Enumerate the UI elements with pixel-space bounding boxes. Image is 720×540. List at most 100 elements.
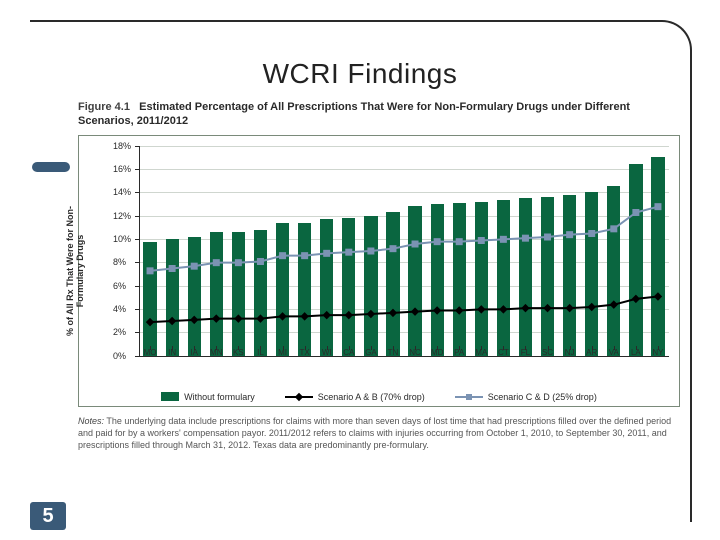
series-marker-diamond bbox=[543, 304, 551, 312]
series-marker-square bbox=[610, 225, 617, 232]
legend-label-a: Scenario A & B (70% drop) bbox=[318, 392, 425, 402]
series-line bbox=[150, 206, 658, 270]
series-marker-square bbox=[566, 231, 573, 238]
series-marker-diamond bbox=[610, 300, 618, 308]
x-tick-mark bbox=[349, 346, 350, 350]
series-marker-square bbox=[213, 259, 220, 266]
series-marker-diamond bbox=[168, 316, 176, 324]
chart-box: % of All Rx That Were for Non-Formulary … bbox=[78, 135, 680, 407]
series-marker-diamond bbox=[146, 318, 154, 326]
line-layer bbox=[139, 146, 669, 356]
y-axis-label: % of All Rx That Were for Non-Formulary … bbox=[65, 181, 85, 361]
y-tick-label: 10% bbox=[113, 234, 131, 244]
series-marker-square bbox=[434, 238, 441, 245]
series-marker-square bbox=[500, 235, 507, 242]
x-tick-mark bbox=[327, 346, 328, 350]
series-marker-diamond bbox=[345, 311, 353, 319]
y-tick-label: 4% bbox=[113, 304, 126, 314]
x-tick-mark bbox=[216, 346, 217, 350]
y-tick-label: 16% bbox=[113, 164, 131, 174]
x-tick-mark bbox=[260, 346, 261, 350]
notes-text: The underlying data include prescription… bbox=[78, 416, 671, 450]
series-marker-diamond bbox=[499, 305, 507, 313]
bullet-accent bbox=[32, 162, 70, 172]
legend-label-c: Scenario C & D (25% drop) bbox=[488, 392, 597, 402]
y-tick-label: 12% bbox=[113, 211, 131, 221]
legend-label-without: Without formulary bbox=[184, 392, 255, 402]
series-marker-square bbox=[345, 248, 352, 255]
y-tick-label: 6% bbox=[113, 281, 126, 291]
series-marker-diamond bbox=[433, 306, 441, 314]
series-marker-square bbox=[588, 230, 595, 237]
series-marker-diamond bbox=[389, 308, 397, 316]
figure-notes: Notes: The underlying data include presc… bbox=[78, 415, 678, 451]
legend-item-without: Without formulary bbox=[161, 392, 255, 402]
series-marker-diamond bbox=[587, 302, 595, 310]
series-marker-square bbox=[412, 240, 419, 247]
series-marker-diamond bbox=[477, 305, 485, 313]
y-tick-label: 14% bbox=[113, 187, 131, 197]
x-tick-mark bbox=[172, 346, 173, 350]
series-marker-square bbox=[654, 203, 661, 210]
y-tick-label: 8% bbox=[113, 257, 126, 267]
series-marker-diamond bbox=[565, 304, 573, 312]
series-marker-square bbox=[367, 247, 374, 254]
legend-line-c-icon bbox=[455, 392, 483, 402]
series-marker-square bbox=[147, 267, 154, 274]
figure-label: Figure 4.1 bbox=[78, 101, 130, 113]
series-marker-square bbox=[632, 209, 639, 216]
series-marker-square bbox=[389, 245, 396, 252]
series-marker-square bbox=[169, 265, 176, 272]
x-tick-mark bbox=[481, 346, 482, 350]
y-tick-label: 18% bbox=[113, 141, 131, 151]
x-tick-mark bbox=[525, 346, 526, 350]
figure-title: Estimated Percentage of All Prescription… bbox=[78, 101, 630, 127]
x-tick-mark bbox=[305, 346, 306, 350]
series-marker-diamond bbox=[256, 314, 264, 322]
series-marker-diamond bbox=[367, 309, 375, 317]
slide-title: WCRI Findings bbox=[0, 58, 720, 90]
chart-legend: Without formulary Scenario A & B (70% dr… bbox=[79, 392, 679, 402]
series-marker-square bbox=[279, 252, 286, 259]
series-marker-diamond bbox=[278, 312, 286, 320]
series-marker-diamond bbox=[455, 306, 463, 314]
x-tick-mark bbox=[570, 346, 571, 350]
x-tick-mark bbox=[592, 346, 593, 350]
series-marker-diamond bbox=[521, 304, 529, 312]
x-tick-mark bbox=[238, 346, 239, 350]
series-marker-diamond bbox=[300, 312, 308, 320]
series-line bbox=[150, 296, 658, 322]
series-marker-square bbox=[235, 259, 242, 266]
x-tick-mark bbox=[283, 346, 284, 350]
x-tick-mark bbox=[459, 346, 460, 350]
x-tick-mark bbox=[415, 346, 416, 350]
series-marker-square bbox=[544, 233, 551, 240]
series-marker-square bbox=[191, 262, 198, 269]
legend-bar-swatch bbox=[161, 392, 179, 401]
x-tick-mark bbox=[658, 346, 659, 350]
figure-container: Figure 4.1 Estimated Percentage of All P… bbox=[78, 100, 688, 451]
x-tick-mark bbox=[150, 346, 151, 350]
series-marker-diamond bbox=[411, 307, 419, 315]
series-marker-square bbox=[323, 249, 330, 256]
series-marker-diamond bbox=[322, 311, 330, 319]
x-tick-mark bbox=[393, 346, 394, 350]
x-tick-mark bbox=[194, 346, 195, 350]
series-marker-diamond bbox=[190, 315, 198, 323]
series-marker-square bbox=[456, 238, 463, 245]
plot-area bbox=[139, 146, 669, 356]
series-marker-square bbox=[257, 258, 264, 265]
figure-caption: Figure 4.1 Estimated Percentage of All P… bbox=[78, 100, 688, 129]
legend-item-c: Scenario C & D (25% drop) bbox=[455, 392, 597, 402]
series-marker-diamond bbox=[654, 292, 662, 300]
series-marker-square bbox=[301, 252, 308, 259]
x-tick-mark bbox=[503, 346, 504, 350]
legend-item-a: Scenario A & B (70% drop) bbox=[285, 392, 425, 402]
x-tick-mark bbox=[371, 346, 372, 350]
page-number-badge: 5 bbox=[30, 502, 66, 530]
series-marker-diamond bbox=[234, 314, 242, 322]
series-marker-diamond bbox=[632, 294, 640, 302]
x-tick-mark bbox=[548, 346, 549, 350]
x-tick-mark bbox=[437, 346, 438, 350]
y-tick-label: 2% bbox=[113, 327, 126, 337]
